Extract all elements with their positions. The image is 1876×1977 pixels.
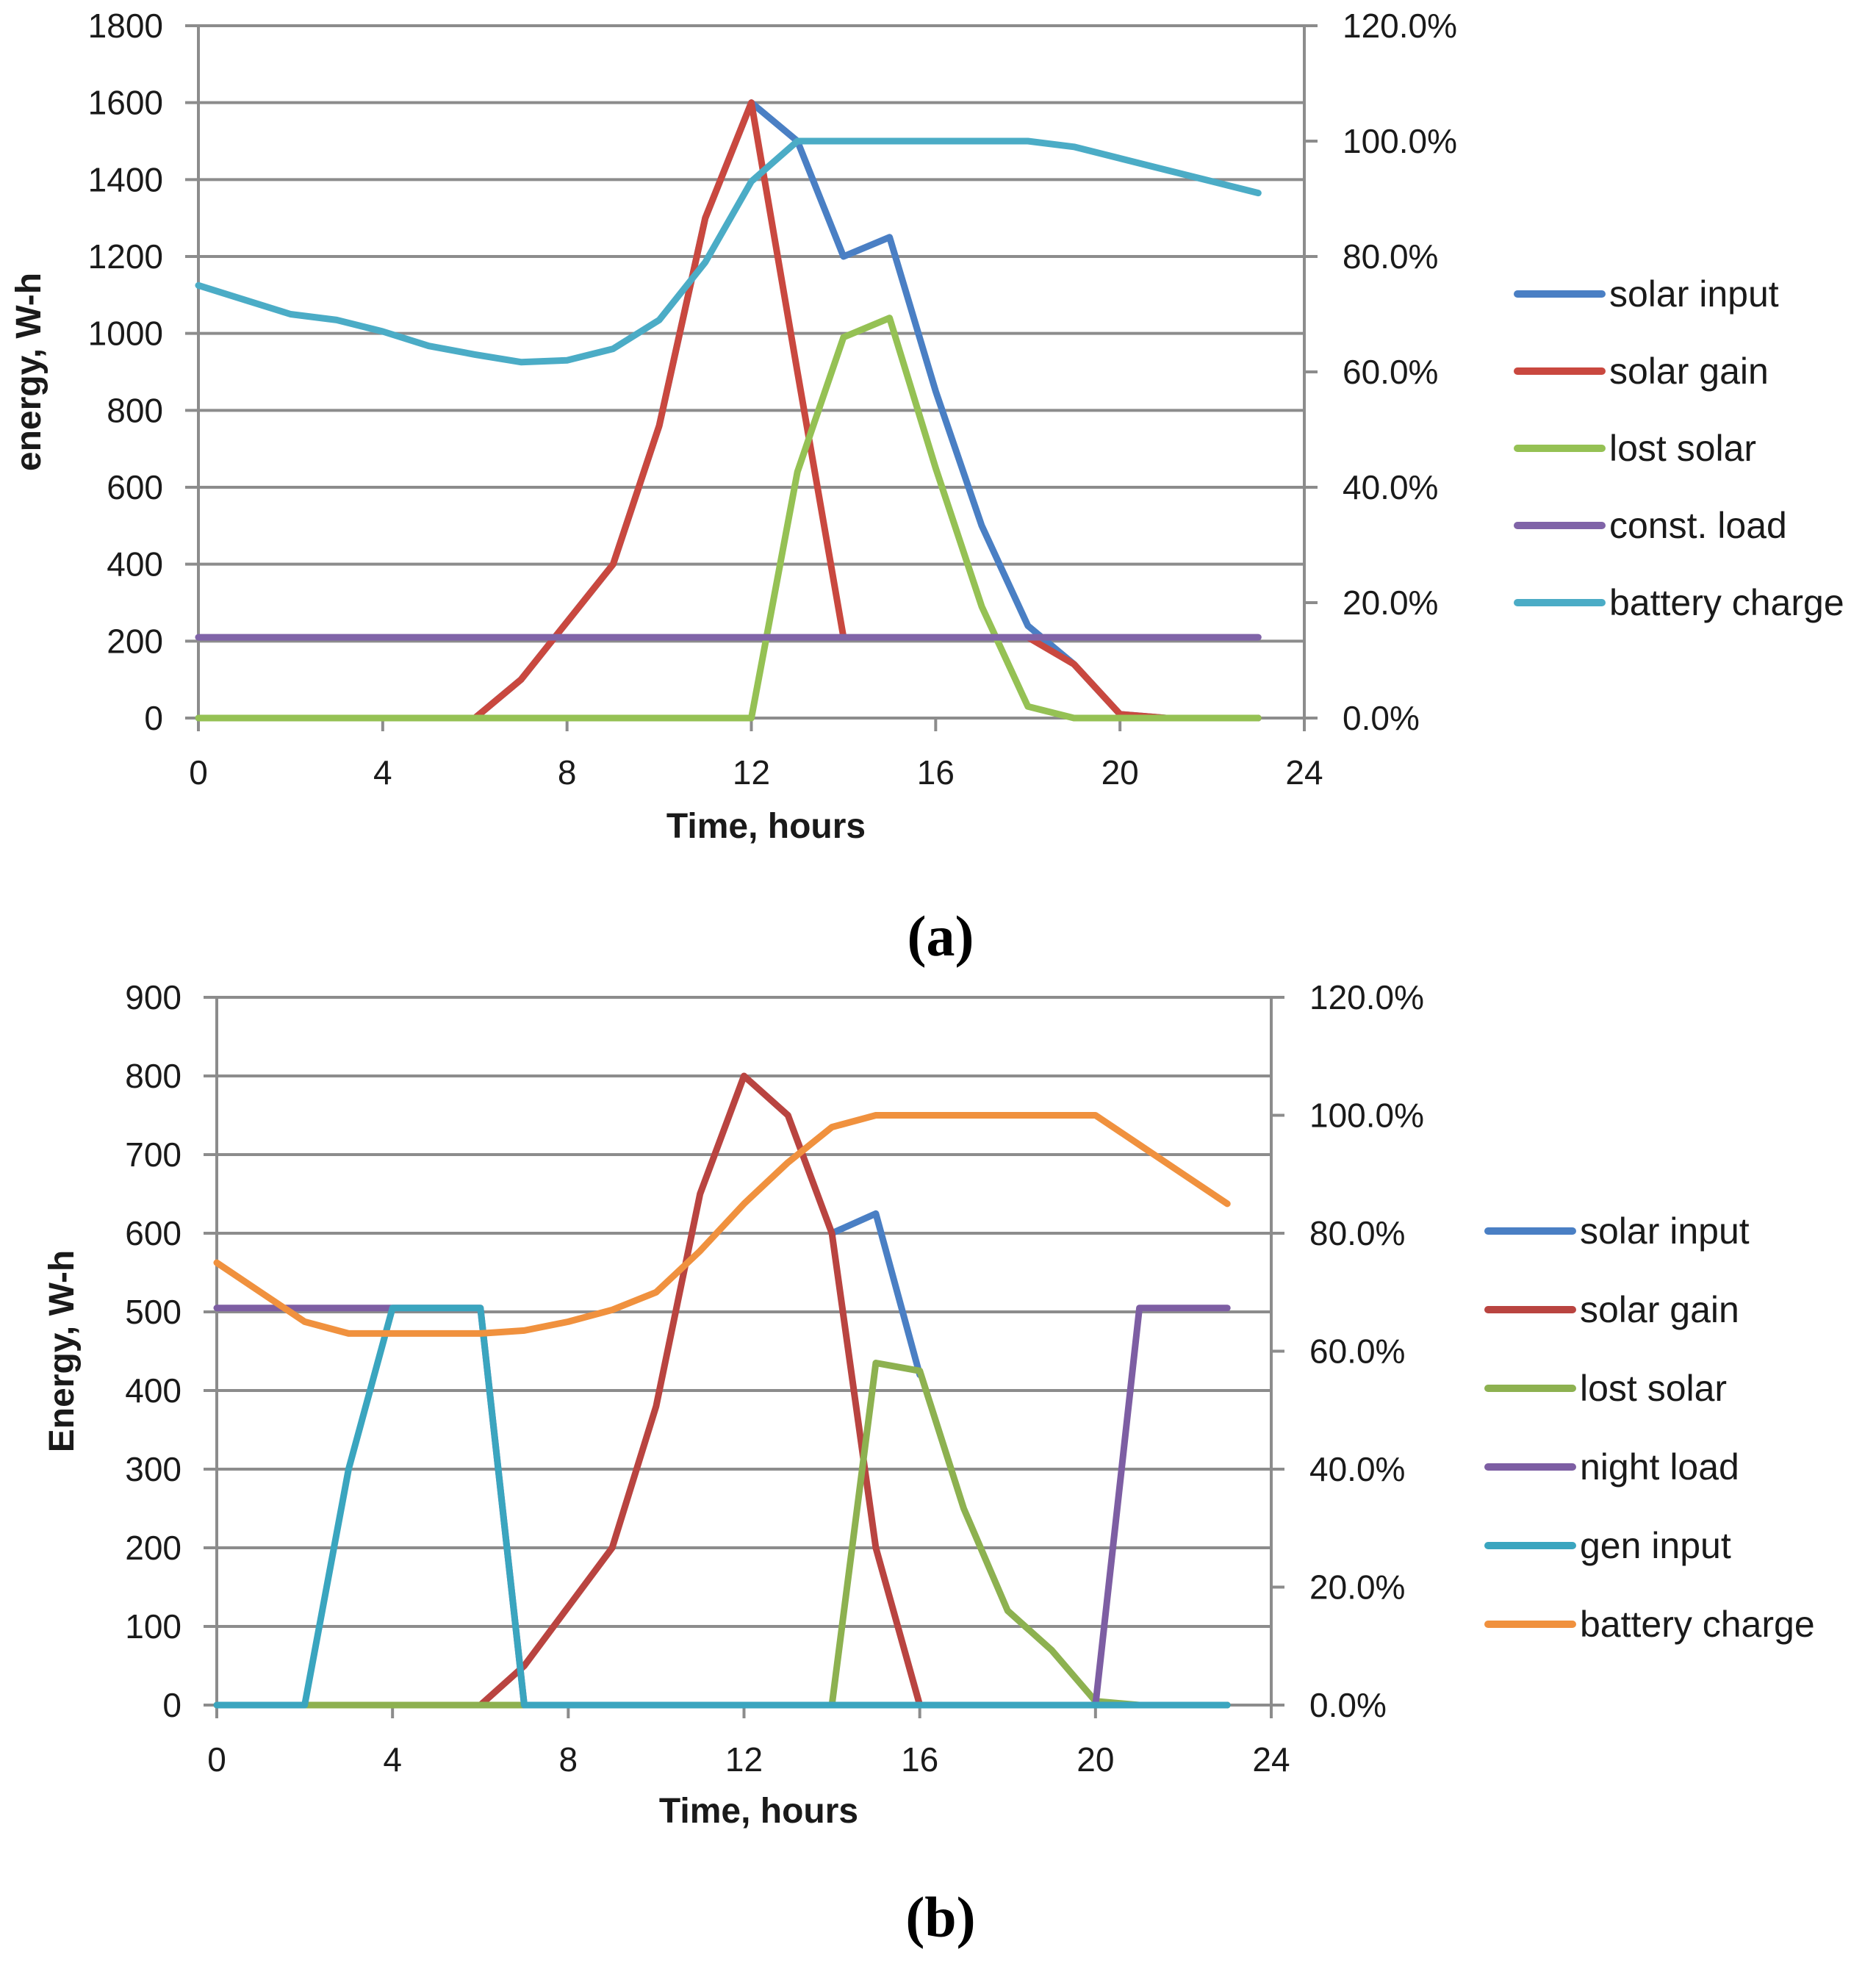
x-axis-label: Time, hours: [659, 1792, 858, 1831]
x-tick-label: 16: [917, 753, 955, 792]
series-battery-charge-line: [213, 1112, 1231, 1337]
legend-label: lost solar: [1580, 1368, 1727, 1409]
y2-tick-label: 100.0%: [1343, 122, 1457, 160]
y-axis-label: Energy, W-h: [43, 1250, 82, 1452]
legend-label: battery charge: [1609, 582, 1844, 623]
chart-b: 0 100 200 300 400 500 600 700 800 900 0 4 8 12 16 20 24 0…: [43, 978, 1815, 1949]
y-tick-label: 600: [107, 468, 163, 506]
y-tick-label: 1400: [88, 160, 163, 198]
y2-tick-label: 40.0%: [1309, 1450, 1405, 1488]
y2-tick-label: 40.0%: [1343, 468, 1438, 506]
x-tick-label: 12: [733, 753, 770, 792]
y-tick-label: 400: [107, 545, 163, 584]
x-tick-label: 20: [1101, 753, 1139, 792]
x-tick-label: 12: [725, 1740, 763, 1779]
panel-label: (b): [905, 1885, 975, 1949]
y-tick-label: 700: [125, 1135, 182, 1174]
y2-tick-label: 120.0%: [1309, 978, 1424, 1016]
x-axis-label: Time, hours: [666, 807, 866, 846]
series-lost-solar-line: [195, 315, 1262, 722]
y-tick-label: 0: [162, 1686, 182, 1724]
y-tick-label: 1600: [88, 84, 163, 122]
y-tick-label: 800: [107, 391, 163, 429]
x-tick-label: 16: [901, 1740, 938, 1779]
series-night-load-line: [213, 1305, 1231, 1709]
series-solar-gain-line: [471, 99, 847, 722]
y-tick-label: 1000: [88, 315, 163, 353]
y2-tick-label: 120.0%: [1343, 7, 1457, 45]
x-tick-label: 24: [1252, 1740, 1290, 1779]
y2-tick-label: 0.0%: [1343, 699, 1420, 737]
y-tick-label: 400: [125, 1371, 182, 1410]
y-tick-label: 100: [125, 1607, 182, 1646]
x-tick-label: 8: [558, 753, 577, 792]
y2-tick-label: 60.0%: [1343, 353, 1438, 391]
legend-label: const. load: [1609, 505, 1787, 546]
x-tick-label: 4: [373, 753, 392, 792]
y2-tick-label: 0.0%: [1309, 1686, 1387, 1724]
x-tick-label: 0: [207, 1740, 226, 1779]
legend-label: battery charge: [1580, 1604, 1815, 1645]
y2-tick-label: 60.0%: [1309, 1332, 1405, 1371]
series-solar-gain-line: [1024, 634, 1262, 722]
series-battery-charge-line: [195, 137, 1262, 366]
legend-label: solar input: [1580, 1210, 1750, 1252]
panel-label: (a): [908, 904, 974, 968]
y2-tick-label: 80.0%: [1309, 1214, 1405, 1252]
y-tick-label: 300: [125, 1450, 182, 1488]
y2-tick-label: 20.0%: [1343, 584, 1438, 622]
y-axis-label: energy, W-h: [10, 273, 48, 471]
legend-label: night load: [1580, 1446, 1739, 1488]
series-solar-input-line: [828, 1210, 924, 1379]
y2-tick-label: 20.0%: [1309, 1568, 1405, 1607]
y-tick-label: 0: [144, 699, 163, 737]
legend-label: solar gain: [1609, 351, 1769, 392]
x-tick-label: 4: [383, 1740, 402, 1779]
legend-label: lost solar: [1609, 428, 1756, 469]
y2-tick-label: 80.0%: [1343, 237, 1438, 276]
series-lost-solar-line: [213, 1360, 1231, 1709]
y-tick-label: 200: [125, 1529, 182, 1567]
legend-label: solar input: [1609, 273, 1779, 315]
y-tick-label: 1200: [88, 237, 163, 276]
y-tick-label: 900: [125, 978, 182, 1016]
series-gen-input-line: [213, 1305, 1231, 1709]
y-tick-label: 500: [125, 1293, 182, 1331]
y-tick-label: 200: [107, 622, 163, 660]
y-tick-label: 800: [125, 1057, 182, 1095]
legend-label: gen input: [1580, 1525, 1731, 1566]
legend-label: solar gain: [1580, 1289, 1739, 1330]
y-tick-label: 600: [125, 1214, 182, 1252]
x-tick-label: 24: [1285, 753, 1323, 792]
x-tick-label: 20: [1077, 1740, 1114, 1779]
y2-tick-label: 100.0%: [1309, 1097, 1424, 1135]
y-tick-label: 1800: [88, 7, 163, 45]
chart-a: 0 200 400 600 800 1000 1200 1400 1600 1800 0 4 8 12 16…: [10, 7, 1844, 968]
x-tick-label: 0: [189, 753, 208, 792]
x-tick-label: 8: [559, 1740, 578, 1779]
